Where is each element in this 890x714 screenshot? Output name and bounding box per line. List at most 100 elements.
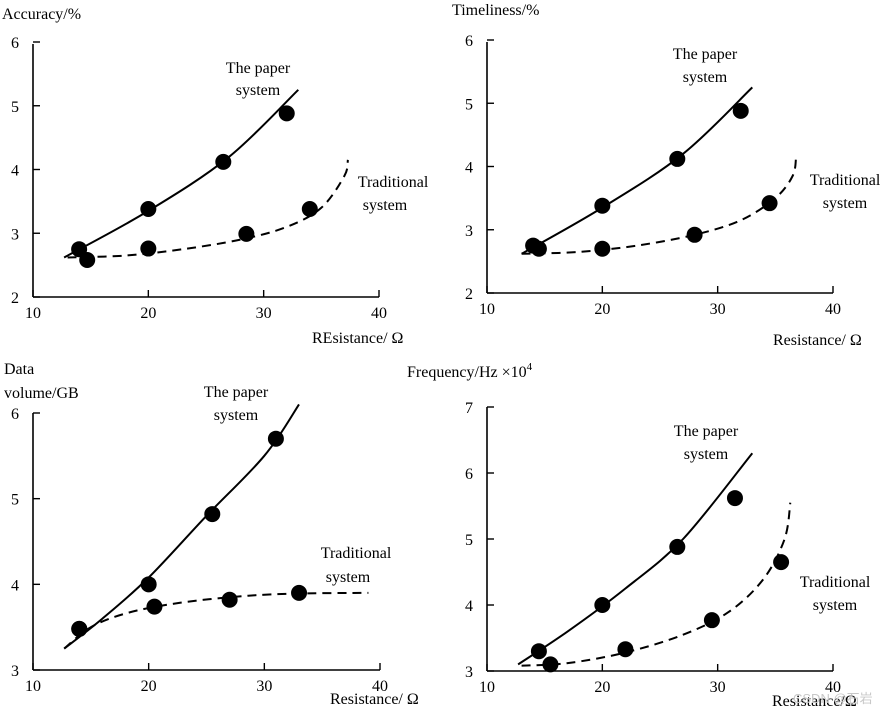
frequency-legend-paper-system: The paper system [674,423,739,463]
timeliness-traditional-system-point [761,195,778,212]
frequency-traditional-system-point [542,656,559,673]
accuracy-legend-traditional-system: Traditional system [358,174,429,214]
data-volume-y-axis-label-line2: volume/GB [4,385,79,402]
frequency-y-tick-label: 5 [465,532,473,549]
frequency-x-tick-label: 10 [479,679,495,696]
timeliness-paper-system-curve [521,86,753,255]
timeliness-chart-panel: Timeliness/% Resistance/ Ω The paper syst… [452,2,881,349]
accuracy-y-tick-label: 2 [11,290,19,307]
data-volume-x-tick-label: 30 [256,678,272,695]
accuracy-legend-paper-system: The paper system [226,60,291,99]
accuracy-chart-panel: Accuracy/% REsistance/ Ω The paper system… [2,6,429,347]
frequency-traditional-system-point [703,612,720,629]
data-volume-x-axis-label: Resistance/ Ω [330,691,419,708]
accuracy-y-tick-label: 3 [11,226,19,243]
accuracy-traditional-system-point [238,225,255,242]
accuracy-y-tick-label: 5 [11,99,19,116]
timeliness-x-axis-label: Resistance/ Ω [773,332,862,349]
accuracy-traditional-system-point [140,240,157,257]
data-volume-traditional-system-point [71,620,88,637]
frequency-x-axis-label: Resistance/Ω [772,693,857,710]
data-volume-paper-system-point [267,430,284,447]
data-volume-x-tick-label: 10 [25,678,41,695]
frequency-paper-system-point [669,538,686,555]
timeliness-y-tick-label: 4 [465,160,473,177]
frequency-y-axis-label-exponent: 4 [527,361,533,373]
timeliness-traditional-system-point [530,240,547,257]
accuracy-paper-system-curve [63,89,299,259]
frequency-x-tick-label: 20 [594,679,610,696]
timeliness-legend-traditional-system: Traditional system [810,172,881,212]
accuracy-x-tick-label: 20 [140,305,156,322]
accuracy-paper-system-point [278,105,295,122]
frequency-y-tick-label: 3 [465,664,473,681]
frequency-paper-system-point [594,597,611,613]
data-volume-traditional-system-point [221,591,238,608]
accuracy-x-tick-label: 10 [25,305,41,322]
data-volume-paper-system-point [204,506,221,523]
accuracy-x-axis-label: REsistance/ Ω [312,330,404,347]
watermark: CSDN @石岩 [793,691,873,706]
accuracy-x-tick-label: 40 [371,305,387,322]
timeliness-x-tick-label: 10 [479,301,495,318]
accuracy-plot: 2 3 4 5 6 10 20 30 40 [11,35,387,322]
frequency-paper-system-point [726,490,743,507]
frequency-paper-system-point [530,643,547,660]
frequency-x-tick-label: 30 [710,679,726,696]
accuracy-paper-system-point [215,153,232,170]
data-volume-x-tick-label: 40 [372,678,388,695]
timeliness-paper-system-point [594,197,611,214]
frequency-y-axis-label: Frequency/Hz ×104 [407,361,533,381]
timeliness-y-tick-label: 3 [465,223,473,240]
data-volume-y-axis-label-line1: Data [4,361,34,378]
data-volume-y-tick-label: 5 [11,492,19,509]
data-volume-traditional-system-point [146,598,163,615]
accuracy-traditional-system-point [79,252,96,269]
frequency-plot: 3 4 5 6 7 10 20 30 40 [465,400,841,696]
timeliness-traditional-system-point [686,226,703,243]
timeliness-x-tick-label: 20 [594,301,610,318]
data-volume-traditional-system-point [291,584,308,601]
accuracy-y-tick-label: 4 [11,163,19,180]
accuracy-paper-system-point [140,201,157,218]
timeliness-x-tick-label: 40 [825,301,841,318]
frequency-traditional-system-point [617,641,634,658]
timeliness-plot: 2 3 4 5 6 10 20 30 40 [465,33,841,318]
timeliness-x-tick-label: 30 [710,301,726,318]
frequency-chart-panel: Frequency/Hz ×104 Resistance/Ω The paper… [407,361,871,710]
data-volume-y-tick-label: 3 [11,663,19,680]
data-volume-legend-traditional-system: Traditional system [321,545,392,586]
frequency-traditional-system-point [773,554,790,571]
frequency-y-tick-label: 7 [465,400,473,417]
data-volume-paper-system-point [140,576,157,593]
frequency-y-tick-label: 4 [465,598,473,615]
timeliness-legend-paper-system: The paper system [673,46,738,86]
frequency-paper-system-curve [517,452,754,666]
data-volume-plot: 3 4 5 6 10 20 30 40 [11,403,388,695]
accuracy-traditional-system-curve [67,159,349,259]
data-volume-paper-system-curve [63,403,300,650]
accuracy-x-tick-label: 30 [256,305,272,322]
timeliness-paper-system-point [732,102,749,119]
timeliness-traditional-system-point [594,240,611,257]
accuracy-y-axis-label: Accuracy/% [2,6,81,23]
accuracy-y-tick-label: 6 [11,35,19,52]
frequency-y-tick-label: 6 [465,466,473,483]
data-volume-legend-paper-system: The paper system [204,384,269,424]
timeliness-y-axis-label: Timeliness/% [452,2,539,19]
frequency-y-axis-label-main: Frequency/Hz ×10 [407,364,527,381]
data-volume-y-tick-label: 6 [11,406,19,423]
timeliness-traditional-system-curve [521,156,798,255]
frequency-legend-traditional-system: Traditional system [800,574,871,614]
data-volume-x-tick-label: 20 [141,678,157,695]
accuracy-traditional-system-point [301,201,318,218]
timeliness-paper-system-point [669,150,686,167]
timeliness-y-tick-label: 2 [465,286,473,303]
data-volume-y-axis-label: Data volume/GB [4,361,79,402]
data-volume-traditional-system-curve [63,591,369,650]
timeliness-y-tick-label: 6 [465,33,473,50]
frequency-x-tick-label: 40 [825,679,841,696]
data-volume-chart-panel: Data volume/GB Resistance/ Ω The paper sy… [4,361,419,708]
frequency-traditional-system-curve [521,502,792,667]
